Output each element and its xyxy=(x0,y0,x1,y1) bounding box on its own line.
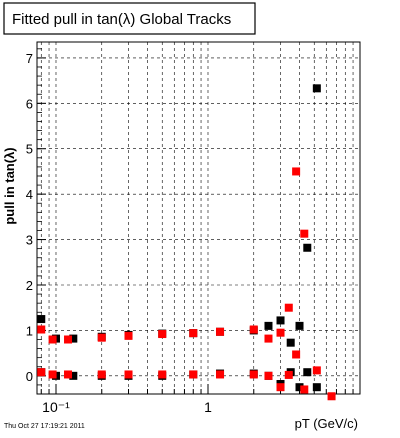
width-point xyxy=(284,303,293,312)
mean-point xyxy=(64,370,73,379)
timestamp: Thu Oct 27 17:19:21 2011 xyxy=(4,423,85,430)
width-point xyxy=(312,84,321,93)
data-points xyxy=(37,84,336,401)
mean-point xyxy=(312,383,321,392)
mean-point xyxy=(249,370,258,379)
width-point xyxy=(189,329,198,338)
mean-point xyxy=(216,370,225,379)
mean-point xyxy=(264,371,273,380)
title-box xyxy=(3,2,256,35)
x-axis-label: pT (GeV/c) xyxy=(295,416,358,431)
y-tick-label: 0 xyxy=(26,369,33,384)
width-point xyxy=(276,328,285,337)
mean-point xyxy=(295,383,304,392)
width-point xyxy=(276,316,285,325)
y-tick-label: 5 xyxy=(26,142,33,157)
width-point xyxy=(249,325,258,334)
mean-point xyxy=(97,370,106,379)
y-axis-label: pull in tan(λ) xyxy=(2,147,17,224)
width-point xyxy=(303,243,312,252)
width-point xyxy=(64,335,73,344)
y-tick-label: 2 xyxy=(26,278,33,293)
mean-point xyxy=(48,370,57,379)
width-point xyxy=(37,325,46,334)
mean-point xyxy=(37,368,46,377)
mean-point xyxy=(158,370,167,379)
width-point xyxy=(292,167,301,176)
y-tick-label: 4 xyxy=(26,187,33,202)
width-point xyxy=(300,229,309,238)
axes: 0 1 2 3 4 5 6 7 10⁻¹ 1 xyxy=(26,48,354,415)
y-tick-label: 6 xyxy=(26,96,33,111)
plot-frame xyxy=(36,41,361,395)
mean-point xyxy=(69,371,78,380)
y-tick-label: 7 xyxy=(26,51,33,66)
width-point xyxy=(216,327,225,336)
width-point xyxy=(286,338,295,347)
mean-point xyxy=(300,385,309,394)
x-tick-label: 10⁻¹ xyxy=(42,399,70,415)
width-point xyxy=(158,330,167,339)
mean-point xyxy=(189,370,198,379)
width-point xyxy=(295,321,304,330)
chart-title: Fitted pull in tan(λ) Global Tracks xyxy=(12,11,231,28)
width-point xyxy=(37,315,46,324)
mean-point xyxy=(312,366,321,375)
width-point xyxy=(264,321,273,330)
mean-point xyxy=(327,392,336,401)
width-point xyxy=(69,334,78,343)
width-point xyxy=(264,334,273,343)
width-point xyxy=(124,331,133,340)
y-tick-label: 3 xyxy=(26,233,33,248)
mean-point xyxy=(124,370,133,379)
width-point xyxy=(48,335,57,344)
grid-lines xyxy=(37,42,360,394)
mean-point xyxy=(276,383,285,392)
width-point xyxy=(97,333,106,342)
y-tick-label: 1 xyxy=(26,323,33,338)
mean-point xyxy=(303,368,312,377)
x-tick-label: 1 xyxy=(204,399,212,415)
mean-point xyxy=(284,370,293,379)
mean-point xyxy=(292,350,301,359)
